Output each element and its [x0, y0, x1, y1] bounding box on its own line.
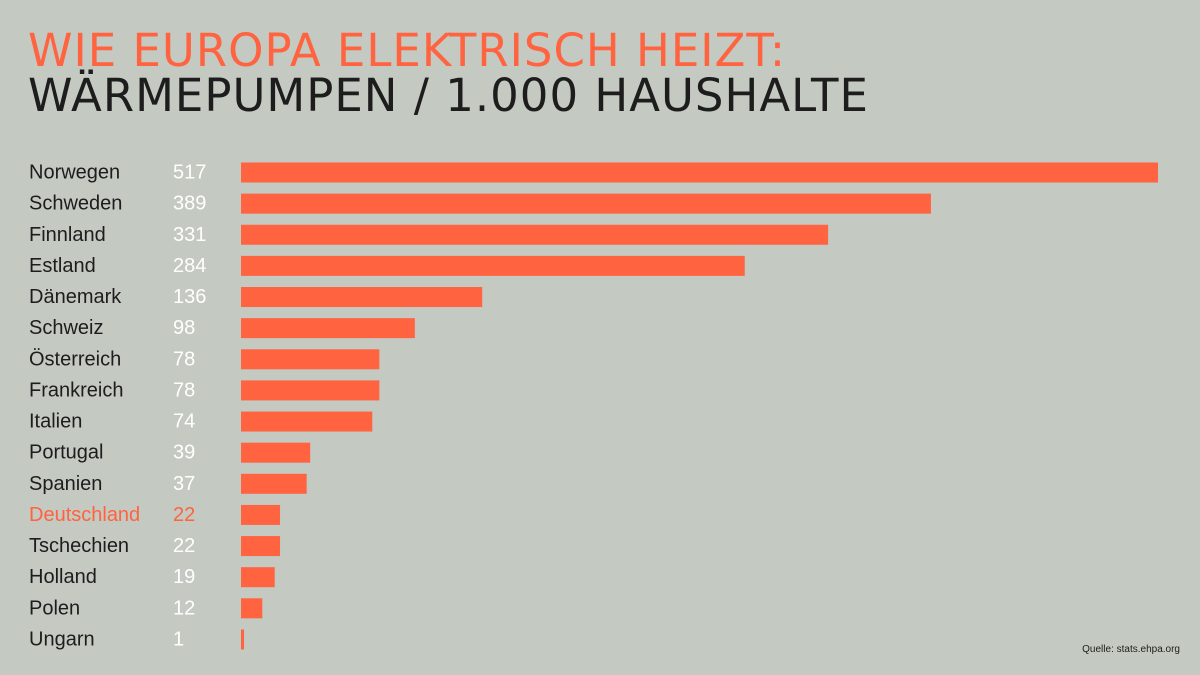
value-label-daenemark: 136 — [173, 286, 206, 308]
category-label-norwegen: Norwegen — [29, 162, 120, 184]
value-label-ungarn: 1 — [173, 628, 184, 650]
category-label-deutschland: Deutschland — [29, 504, 140, 526]
bar-deutschland — [241, 504, 281, 525]
source-note: Quelle: stats.ehpa.org — [1082, 644, 1180, 655]
value-label-polen: 12 — [173, 597, 195, 619]
bar-tschechien — [241, 536, 281, 557]
value-label-schweiz: 98 — [173, 317, 195, 339]
category-label-portugal: Portugal — [29, 442, 104, 464]
bar-schweiz — [241, 318, 415, 339]
value-label-finnland: 331 — [173, 224, 206, 246]
value-label-estland: 284 — [173, 255, 206, 277]
value-label-portugal: 39 — [173, 442, 195, 464]
bar-spanien — [241, 473, 307, 494]
category-label-polen: Polen — [29, 597, 80, 619]
bar-estland — [241, 255, 745, 276]
category-label-tschechien: Tschechien — [29, 535, 129, 557]
value-label-norwegen: 517 — [173, 162, 206, 184]
chart-title-line-2: WÄRMEPUMPEN / 1.000 HAUSHALTE — [28, 69, 869, 122]
category-label-frankreich: Frankreich — [29, 379, 123, 401]
category-label-holland: Holland — [29, 566, 97, 588]
bar-portugal — [241, 442, 311, 463]
category-label-ungarn: Ungarn — [29, 628, 95, 650]
bar-polen — [241, 598, 263, 619]
bar-ungarn — [241, 629, 244, 650]
bar-finnland — [241, 224, 829, 245]
value-label-frankreich: 78 — [173, 379, 195, 401]
bar-frankreich — [241, 380, 380, 401]
value-label-holland: 19 — [173, 566, 195, 588]
bar-schweden — [241, 193, 931, 214]
category-label-daenemark: Dänemark — [29, 286, 122, 308]
chart-title-line-1: WIE EUROPA ELEKTRISCH HEIZT: — [28, 24, 787, 77]
bar-oesterreich — [241, 349, 380, 370]
value-label-tschechien: 22 — [173, 535, 195, 557]
category-label-finnland: Finnland — [29, 224, 106, 246]
value-label-oesterreich: 78 — [173, 348, 195, 370]
category-label-spanien: Spanien — [29, 473, 102, 495]
value-label-schweden: 389 — [173, 193, 206, 215]
bar-holland — [241, 567, 275, 588]
value-label-deutschland: 22 — [173, 504, 195, 526]
category-label-schweiz: Schweiz — [29, 317, 103, 339]
bar-italien — [241, 411, 373, 432]
bar-norwegen — [241, 162, 1158, 183]
category-label-oesterreich: Österreich — [29, 348, 121, 370]
bar-daenemark — [241, 287, 483, 308]
value-label-spanien: 37 — [173, 473, 195, 495]
category-label-italien: Italien — [29, 411, 82, 433]
category-label-schweden: Schweden — [29, 193, 122, 215]
value-label-italien: 74 — [173, 411, 195, 433]
category-label-estland: Estland — [29, 255, 96, 277]
